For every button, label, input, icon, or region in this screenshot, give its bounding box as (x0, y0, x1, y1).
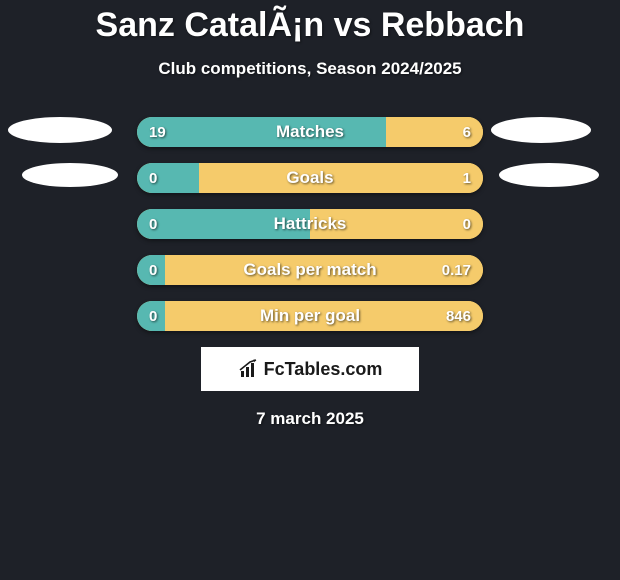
bar-right (165, 301, 483, 331)
stat-row: 01Goals (0, 163, 620, 193)
value-left: 0 (149, 209, 157, 239)
bar-left (137, 209, 310, 239)
value-right: 846 (446, 301, 471, 331)
bar-track: 01Goals (137, 163, 483, 193)
team-marker-right (491, 117, 591, 143)
value-left: 0 (149, 301, 157, 331)
stat-row: 00Hattricks (0, 209, 620, 239)
bar-right (199, 163, 483, 193)
bar-track: 00Hattricks (137, 209, 483, 239)
brand-text: FcTables.com (264, 359, 383, 380)
bar-track: 00.17Goals per match (137, 255, 483, 285)
value-left: 0 (149, 163, 157, 193)
stat-row: 0846Min per goal (0, 301, 620, 331)
value-right: 6 (463, 117, 471, 147)
bar-left (137, 117, 386, 147)
bar-track: 0846Min per goal (137, 301, 483, 331)
page-title: Sanz CatalÃ¡n vs Rebbach (0, 0, 620, 45)
stat-row: 00.17Goals per match (0, 255, 620, 285)
stat-row: 196Matches (0, 117, 620, 147)
brand-box: FcTables.com (201, 347, 419, 391)
bar-left (137, 163, 199, 193)
page-subtitle: Club competitions, Season 2024/2025 (0, 59, 620, 79)
value-right: 0.17 (442, 255, 471, 285)
value-right: 1 (463, 163, 471, 193)
team-marker-left (8, 117, 112, 143)
bar-track: 196Matches (137, 117, 483, 147)
chart-icon (238, 358, 260, 380)
team-marker-right (499, 163, 599, 187)
value-left: 0 (149, 255, 157, 285)
team-marker-left (22, 163, 118, 187)
value-right: 0 (463, 209, 471, 239)
date-text: 7 march 2025 (0, 409, 620, 429)
value-left: 19 (149, 117, 166, 147)
bar-right (165, 255, 483, 285)
comparison-chart: 196Matches01Goals00Hattricks00.17Goals p… (0, 117, 620, 331)
bar-right (310, 209, 483, 239)
